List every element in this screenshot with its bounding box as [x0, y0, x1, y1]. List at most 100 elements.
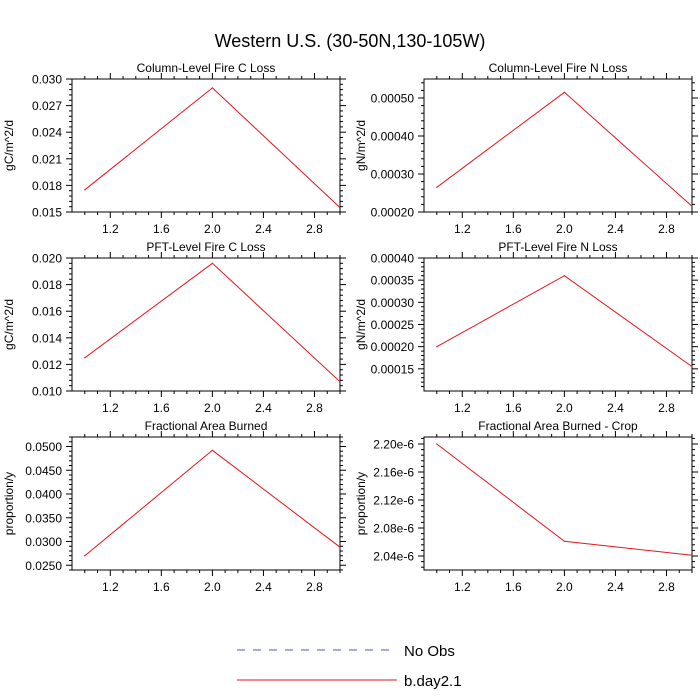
- x-tick-label: 2.4: [255, 222, 272, 236]
- y-tick-label: 0.00035: [371, 274, 415, 288]
- y-tick-label: 0.024: [32, 126, 62, 140]
- x-tick-label: 1.2: [454, 401, 471, 415]
- series-line-b-day2-1: [436, 443, 693, 556]
- y-axis-label: gC/m^2/d: [2, 120, 16, 171]
- data-point: [563, 91, 565, 93]
- y-tick-label: 0.00015: [371, 362, 415, 376]
- x-tick-label: 2.8: [658, 580, 675, 594]
- x-tick-label: 1.6: [505, 401, 522, 415]
- series-line-b-day2-1: [84, 449, 341, 557]
- y-tick-label: 2.12e-6: [373, 494, 414, 508]
- y-tick-label: 2.08e-6: [373, 522, 414, 536]
- y-tick-label: 0.0500: [25, 440, 62, 454]
- x-tick-label: 2.4: [255, 580, 272, 594]
- x-tick-label: 2.0: [204, 580, 221, 594]
- y-tick-label: 0.014: [32, 331, 62, 345]
- x-tick-label: 2.4: [607, 401, 624, 415]
- data-point: [339, 206, 341, 209]
- panel-title: Fractional Area Burned - Crop: [478, 419, 638, 433]
- data-point: [691, 554, 693, 556]
- x-tick-label: 2.8: [306, 580, 323, 594]
- data-point: [211, 262, 213, 264]
- y-tick-label: 0.010: [32, 385, 62, 399]
- plot-frame: [71, 78, 341, 213]
- x-tick-label: 2.8: [306, 222, 323, 236]
- y-tick-label: 0.0350: [25, 511, 62, 525]
- data-point: [211, 87, 213, 89]
- data-point: [84, 357, 86, 359]
- panel-title: PFT-Level Fire N Loss: [498, 240, 617, 254]
- y-tick-label: 0.00050: [371, 92, 415, 106]
- y-tick-label: 0.016: [32, 305, 62, 319]
- y-tick-label: 0.00040: [371, 130, 415, 144]
- panel-title: Column-Level Fire C Loss: [137, 61, 276, 75]
- series-line-b-day2-1: [84, 262, 341, 383]
- x-tick-label: 2.0: [556, 401, 573, 415]
- x-tick-label: 2.0: [204, 401, 221, 415]
- y-tick-label: 2.20e-6: [373, 438, 414, 452]
- data-point: [339, 381, 341, 383]
- x-tick-label: 2.0: [204, 222, 221, 236]
- data-point: [436, 346, 438, 348]
- data-point: [84, 555, 86, 557]
- data-point: [84, 189, 86, 191]
- x-tick-label: 2.0: [556, 580, 573, 594]
- data-point: [211, 449, 213, 451]
- x-tick-label: 2.8: [658, 401, 675, 415]
- plot-frame: [423, 436, 693, 571]
- y-tick-label: 0.0400: [25, 488, 62, 502]
- y-tick-label: 0.00040: [371, 252, 415, 266]
- y-axis-label: proportion/y: [354, 472, 368, 535]
- x-tick-label: 2.4: [607, 580, 624, 594]
- y-tick-label: 0.027: [32, 99, 62, 113]
- x-tick-label: 2.0: [556, 222, 573, 236]
- data-point: [691, 205, 693, 207]
- chart-panel-4: PFT-Level Fire N Loss gN/m^2/d 1.2 1.6 2.0 2.…: [354, 240, 698, 415]
- x-tick-label: 1.2: [454, 580, 471, 594]
- legend-label-no-obs: No Obs: [404, 643, 455, 660]
- y-tick-label: 0.00025: [371, 318, 415, 332]
- panels: Column-Level Fire C Loss gC/m^2/d 1.2 1.6 2.…: [2, 61, 698, 594]
- x-tick-label: 1.2: [102, 401, 119, 415]
- x-tick-label: 2.8: [658, 222, 675, 236]
- data-point: [691, 366, 693, 368]
- x-tick-label: 1.2: [102, 222, 119, 236]
- plot-frame: [423, 257, 693, 392]
- y-tick-label: 0.0300: [25, 535, 62, 549]
- chart-panel-1: Column-Level Fire C Loss gC/m^2/d 1.2 1.6 2.…: [2, 61, 346, 236]
- legend-label-b-day2-1: b.day2.1: [404, 673, 462, 690]
- y-tick-label: 0.012: [32, 358, 62, 372]
- y-tick-label: 0.030: [32, 73, 62, 87]
- y-tick-label: 0.0250: [25, 559, 62, 573]
- x-tick-label: 2.8: [306, 401, 323, 415]
- panel-title: PFT-Level Fire C Loss: [146, 240, 265, 254]
- y-tick-label: 0.00020: [371, 340, 415, 354]
- chart-panel-6: Fractional Area Burned - Crop proportion/…: [354, 419, 698, 594]
- y-axis-label: gN/m^2/d: [354, 299, 368, 350]
- y-tick-label: 0.018: [32, 278, 62, 292]
- x-tick-label: 1.6: [153, 401, 170, 415]
- data-point: [563, 275, 565, 277]
- y-tick-label: 0.0450: [25, 464, 62, 478]
- y-tick-label: 0.020: [32, 252, 62, 266]
- plot-frame: [423, 78, 693, 213]
- chart-panel-2: Column-Level Fire N Loss gN/m^2/d 1.2 1.6 2.…: [354, 61, 698, 236]
- chart-panel-5: Fractional Area Burned proportion/y 1.2 1.6…: [2, 419, 346, 594]
- data-point: [436, 443, 438, 445]
- data-point: [436, 186, 438, 188]
- y-axis-label: gN/m^2/d: [354, 120, 368, 171]
- x-tick-label: 1.6: [153, 222, 170, 236]
- series-line-b-day2-1: [436, 91, 693, 207]
- x-tick-label: 2.4: [255, 401, 272, 415]
- x-tick-label: 1.6: [153, 580, 170, 594]
- y-tick-label: 0.00030: [371, 168, 415, 182]
- x-tick-label: 1.6: [505, 580, 522, 594]
- y-axis-label: gC/m^2/d: [2, 299, 16, 350]
- panel-title: Column-Level Fire N Loss: [489, 61, 628, 75]
- panel-title: Fractional Area Burned: [145, 419, 268, 433]
- x-tick-label: 1.2: [454, 222, 471, 236]
- figure-title: Western U.S. (30-50N,130-105W): [215, 31, 486, 51]
- y-tick-label: 0.018: [32, 179, 62, 193]
- y-tick-label: 0.021: [32, 152, 62, 166]
